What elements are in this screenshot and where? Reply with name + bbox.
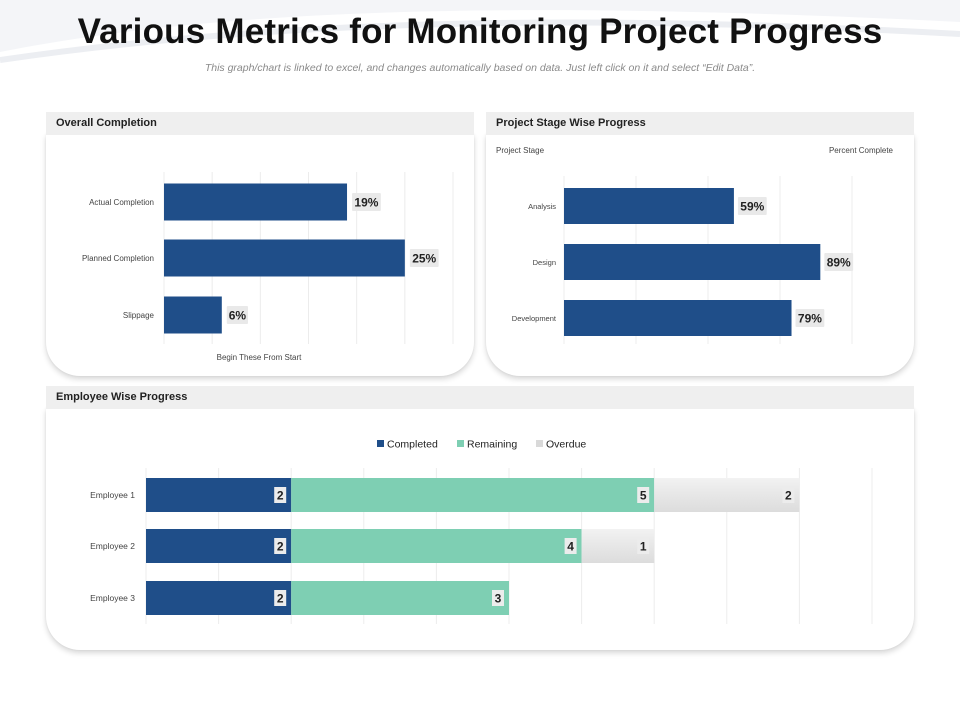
page-subtitle: This graph/chart is linked to excel, and… (204, 62, 756, 74)
category-label: Employee 3 (90, 593, 135, 603)
bar (164, 183, 348, 221)
data-label-bg (637, 487, 650, 503)
bar-segment-remaining (291, 581, 509, 615)
data-label-bg (737, 197, 767, 215)
stage-progress-header: Project Stage Wise Progress (486, 112, 914, 135)
bar-segment-overdue (654, 478, 800, 512)
data-label-bg (564, 538, 577, 554)
employee-progress-chart: Completed Remaining Overdue Employee 1 2 5 2 Em… (90, 439, 873, 624)
data-label-bg (274, 590, 287, 606)
category-label: Analysis (528, 202, 556, 211)
bar (164, 296, 222, 334)
data-label: 6% (229, 309, 247, 323)
data-label-bg (795, 309, 825, 327)
category-label: Actual Completion (89, 198, 154, 207)
bar (564, 188, 734, 224)
data-label-bg (492, 590, 504, 606)
stage-progress-chart: Project Stage Percent Complete Analysis 59%… (496, 146, 894, 344)
legend-swatch-completed (377, 440, 384, 447)
data-label-bg (637, 538, 650, 554)
bar-segment-remaining (291, 478, 655, 512)
bar (564, 300, 792, 336)
bar (164, 239, 405, 277)
legend-label-overdue: Overdue (546, 439, 586, 451)
data-label-bg (274, 538, 287, 554)
data-label: 59% (740, 200, 764, 214)
data-label: 25% (412, 252, 436, 266)
data-label-bg (274, 487, 287, 503)
value-header: Percent Complete (829, 146, 894, 155)
bar-segment-completed (146, 529, 292, 563)
data-label: 2 (277, 540, 284, 554)
category-label: Planned Completion (82, 254, 154, 263)
data-label: 5 (640, 489, 647, 503)
data-label: 1 (640, 540, 647, 554)
bar-segment-completed (146, 581, 292, 615)
bar-segment-completed (146, 478, 292, 512)
data-label-bg (409, 249, 439, 267)
category-label: Development (512, 314, 557, 323)
data-label: 19% (354, 196, 378, 210)
data-label-bg (352, 193, 381, 211)
overall-completion-header: Overall Completion (46, 112, 474, 135)
employee-progress-header: Employee Wise Progress (46, 386, 914, 409)
category-label: Employee 1 (90, 490, 135, 500)
bar-segment-remaining (291, 529, 582, 563)
data-label-bg (226, 306, 248, 324)
data-label-bg (782, 487, 795, 503)
data-label: 2 (277, 489, 284, 503)
category-label: Employee 2 (90, 541, 135, 551)
legend-swatch-overdue (536, 440, 543, 447)
bar (564, 244, 821, 280)
data-label-bg (824, 253, 854, 271)
data-label: 79% (798, 312, 822, 326)
data-label: 89% (827, 256, 851, 270)
legend-swatch-remaining (457, 440, 464, 447)
page-title: Various Metrics for Monitoring Project P… (77, 12, 883, 51)
data-label: 2 (277, 592, 284, 606)
data-label: 2 (785, 489, 792, 503)
data-label: 3 (495, 592, 502, 606)
category-label: Slippage (123, 311, 155, 320)
category-label: Design (533, 258, 556, 267)
legend-label-remaining: Remaining (467, 439, 517, 451)
legend-label-completed: Completed (387, 439, 438, 451)
category-header: Project Stage (496, 146, 545, 155)
overall-completion-chart: Actual Completion 19% Planned Completion 25… (82, 172, 454, 362)
data-label: 4 (567, 540, 574, 554)
x-axis-label: Begin These From Start (217, 353, 303, 362)
